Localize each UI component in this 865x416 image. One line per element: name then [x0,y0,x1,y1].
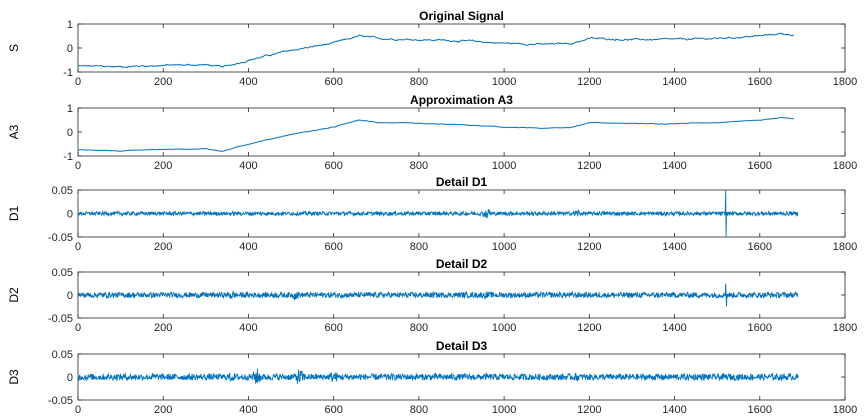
y-axis-label: D3 [7,369,21,385]
x-tick-label: 1200 [577,76,601,88]
series-line-d3 [77,368,799,384]
y-tick-label: 0 [67,209,73,221]
x-tick-label: 1800 [833,404,857,416]
x-tick-label: 1800 [833,160,857,172]
x-tick-label: 200 [154,404,172,416]
y-tick-label: -0.05 [48,313,73,325]
x-tick-label: 600 [324,322,342,334]
x-tick-label: 1400 [662,404,686,416]
x-tick-label: 800 [410,322,428,334]
panel-title: Detail D3 [436,339,488,353]
x-tick-label: 800 [410,241,428,253]
x-tick-label: 600 [324,76,342,88]
x-tick-label: 1600 [748,404,772,416]
x-tick-label: 400 [239,322,257,334]
x-tick-label: 0 [75,404,81,416]
y-tick-label: 0 [67,43,73,55]
x-tick-label: 1800 [833,76,857,88]
x-tick-label: 0 [75,76,81,88]
x-tick-label: 1400 [662,76,686,88]
y-tick-label: 0.05 [52,349,73,361]
y-tick-label: 0 [67,290,73,302]
x-tick-label: 800 [410,160,428,172]
series-line-s [77,32,795,69]
x-tick-label: 200 [154,241,172,253]
y-tick-label: 0.05 [52,185,73,197]
y-axis-label: A3 [7,124,21,139]
x-tick-label: 200 [154,160,172,172]
x-tick-label: 400 [239,160,257,172]
x-tick-label: 1000 [492,241,516,253]
x-tick-label: 0 [75,241,81,253]
y-axis-label: S [7,44,21,52]
x-tick-label: 1000 [492,322,516,334]
x-tick-label: 1200 [577,404,601,416]
panel-d3: Detail D3 D3 0 200 400 600 800 1000 1200 1400 1600… [7,339,857,416]
x-tick-label: 1400 [662,160,686,172]
x-tick-label: 600 [324,160,342,172]
x-tick-label: 400 [239,241,257,253]
x-tick-label: 1200 [577,322,601,334]
x-tick-label: 1000 [492,160,516,172]
panel-title: Approximation A3 [410,93,513,107]
x-tick-label: 1600 [748,160,772,172]
axes-box [77,107,846,157]
x-tick-label: 0 [75,322,81,334]
y-axis-label: D2 [7,287,21,303]
panel-title: Detail D2 [436,257,488,271]
y-tick-label: 1 [67,19,73,31]
x-tick-label: 1200 [577,160,601,172]
y-tick-label: 0 [67,127,73,139]
y-tick-label: -0.05 [48,395,73,407]
x-tick-label: 1600 [748,76,772,88]
x-tick-label: 1000 [492,76,516,88]
x-tick-label: 200 [154,322,172,334]
y-tick-label: -0.05 [48,232,73,244]
y-tick-label: 0.05 [52,267,73,279]
y-tick-label: 1 [67,103,73,115]
x-tick-label: 1800 [833,322,857,334]
x-tick-label: 1600 [748,241,772,253]
y-tick-label: 0 [67,372,73,384]
y-axis-label: D1 [7,206,21,222]
panel-d1: Detail D1 D1 0 200 400 600 800 1000 1200 1400 1600… [7,175,857,253]
x-tick-label: 1800 [833,241,857,253]
panel-s: Original Signal S 0 200 400 600 800 1000 1200 140… [7,9,857,88]
x-tick-label: 600 [324,241,342,253]
y-tick-label: -1 [63,151,73,163]
series-line-d1 [77,189,799,238]
x-tick-label: 800 [410,404,428,416]
x-tick-label: 800 [410,76,428,88]
panel-d2: Detail D2 D2 0 200 400 600 800 1000 1200 1400 1600… [7,257,857,334]
x-tick-label: 1400 [662,241,686,253]
x-tick-label: 1200 [577,241,601,253]
series-line-a3 [77,116,794,152]
x-tick-label: 400 [239,404,257,416]
panel-title: Detail D1 [436,175,488,189]
x-tick-label: 400 [239,76,257,88]
x-tick-label: 200 [154,76,172,88]
y-tick-label: -1 [63,67,73,79]
x-tick-label: 600 [324,404,342,416]
x-tick-label: 1600 [748,322,772,334]
x-tick-label: 0 [75,160,81,172]
panel-a3: Approximation A3 A3 0 200 400 600 800 1000 1200 1… [7,93,857,172]
series-line-d2 [77,283,799,307]
x-tick-label: 1000 [492,404,516,416]
x-tick-label: 1400 [662,322,686,334]
panel-title: Original Signal [419,9,504,23]
